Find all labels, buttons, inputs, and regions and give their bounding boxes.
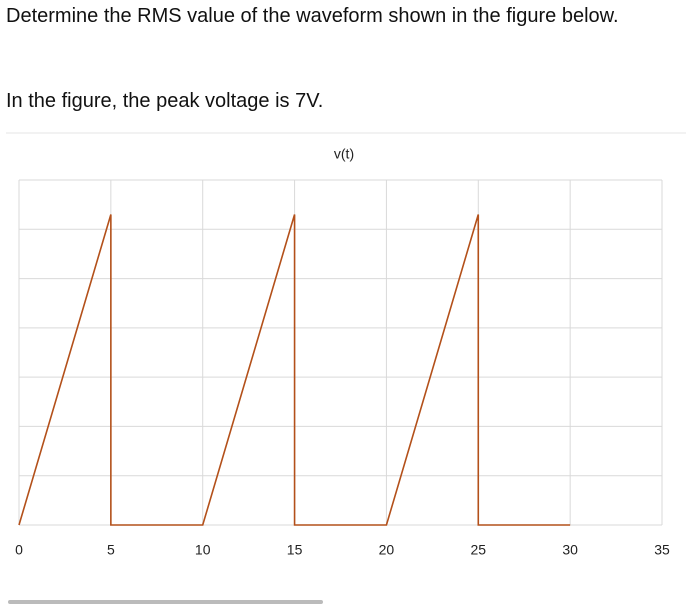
x-tick-label: 0 [15, 542, 23, 558]
x-tick-label: 10 [195, 542, 211, 558]
x-tick-label: 30 [562, 542, 578, 558]
scrollbar [8, 600, 323, 604]
series-line [18, 214, 571, 526]
x-tick-label: 25 [470, 542, 486, 558]
question-prompt: Determine the RMS value of the waveform … [6, 5, 619, 27]
chart-title: v(t) [334, 146, 354, 162]
x-tick-label: 20 [379, 542, 395, 558]
x-tick-label: 15 [287, 542, 303, 558]
x-tick-label: 35 [654, 542, 670, 558]
question-note: In the figure, the peak voltage is 7V. [6, 90, 324, 112]
x-tick-label: 5 [107, 542, 115, 558]
